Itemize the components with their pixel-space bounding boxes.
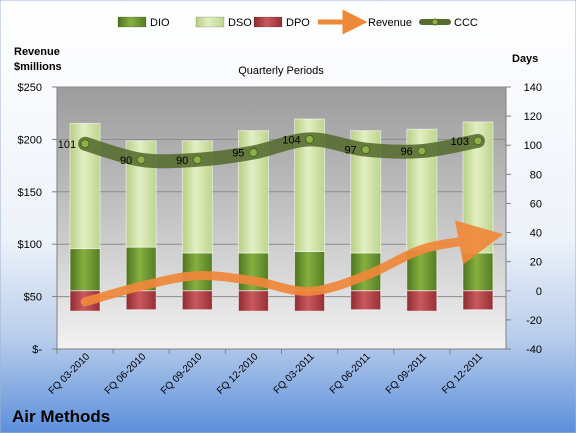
bar-dpo: [237, 290, 269, 312]
bar-dpo: [125, 290, 157, 311]
left-axis-label-line-1: Revenue: [14, 46, 60, 58]
legend-label-dio: DIO: [150, 17, 170, 29]
ccc-data-label: 101: [58, 139, 76, 151]
bar-dpo: [350, 290, 382, 311]
ccc-point: [417, 146, 427, 156]
ccc-point: [192, 155, 202, 165]
right-tick-label: 120: [524, 111, 542, 123]
bar-dio: [69, 248, 101, 292]
left-tick-label: $200: [18, 134, 42, 146]
ccc-data-label: 103: [451, 136, 469, 148]
right-tick-label: 80: [530, 169, 542, 181]
bar-dpo: [181, 290, 213, 311]
left-tick-label: $50: [24, 292, 42, 304]
ccc-point: [80, 139, 90, 149]
legend-swatch-dso: [195, 16, 225, 28]
right-tick-label: -20: [526, 315, 542, 327]
right-tick-label: 40: [530, 228, 542, 240]
ccc-data-label: 90: [176, 155, 188, 167]
ccc-line: [78, 132, 485, 169]
ccc-data-label: 90: [120, 155, 132, 167]
company-name: Air Methods: [12, 407, 110, 426]
left-axis-label-line-2: $millions: [14, 61, 62, 73]
left-tick-label: $100: [18, 239, 42, 251]
right-axis-label: Days: [512, 53, 538, 65]
left-tick-label: $-: [32, 344, 42, 356]
line-series: 101 90 90 95 104 97 96 103: [58, 132, 504, 307]
bar-dio: [294, 250, 326, 292]
legend-label-dso: DSO: [228, 17, 252, 29]
bar-dpo: [462, 290, 494, 311]
left-tick-label: $150: [18, 187, 42, 199]
ccc-data-label: 104: [282, 134, 300, 146]
right-tick-label: 0: [536, 286, 542, 298]
bar-dio: [462, 252, 494, 292]
legend-label-dpo: DPO: [286, 17, 310, 29]
legend-label-revenue: Revenue: [368, 17, 412, 29]
legend-swatch-dpo: [253, 16, 283, 28]
plot-area: [57, 87, 506, 349]
legend-swatch-ccc-point: [431, 18, 439, 26]
legend-swatch-dio: [117, 16, 147, 28]
left-tick-label: $250: [18, 82, 42, 94]
ccc-data-label: 97: [344, 145, 356, 157]
ccc-data-label: 95: [232, 148, 244, 160]
ccc-point: [473, 136, 483, 146]
legend-label-ccc: CCC: [454, 17, 478, 29]
right-tick-label: 100: [524, 140, 542, 152]
right-tick-label: 140: [524, 82, 542, 94]
ccc-point: [248, 148, 258, 157]
bar-dpo: [406, 290, 438, 312]
right-tick-label: 20: [530, 257, 542, 269]
right-tick-label: -40: [526, 344, 542, 356]
ccc-data-label: 96: [401, 146, 413, 158]
right-tick-label: 60: [530, 198, 542, 210]
ccc-point: [136, 155, 146, 165]
ccc-point: [305, 134, 315, 144]
revenue-line: [80, 220, 504, 307]
legend: DIO DSO DPO Revenue CCC: [117, 9, 478, 35]
ccc-point: [361, 145, 371, 155]
chart-title: Quarterly Periods: [238, 65, 324, 77]
